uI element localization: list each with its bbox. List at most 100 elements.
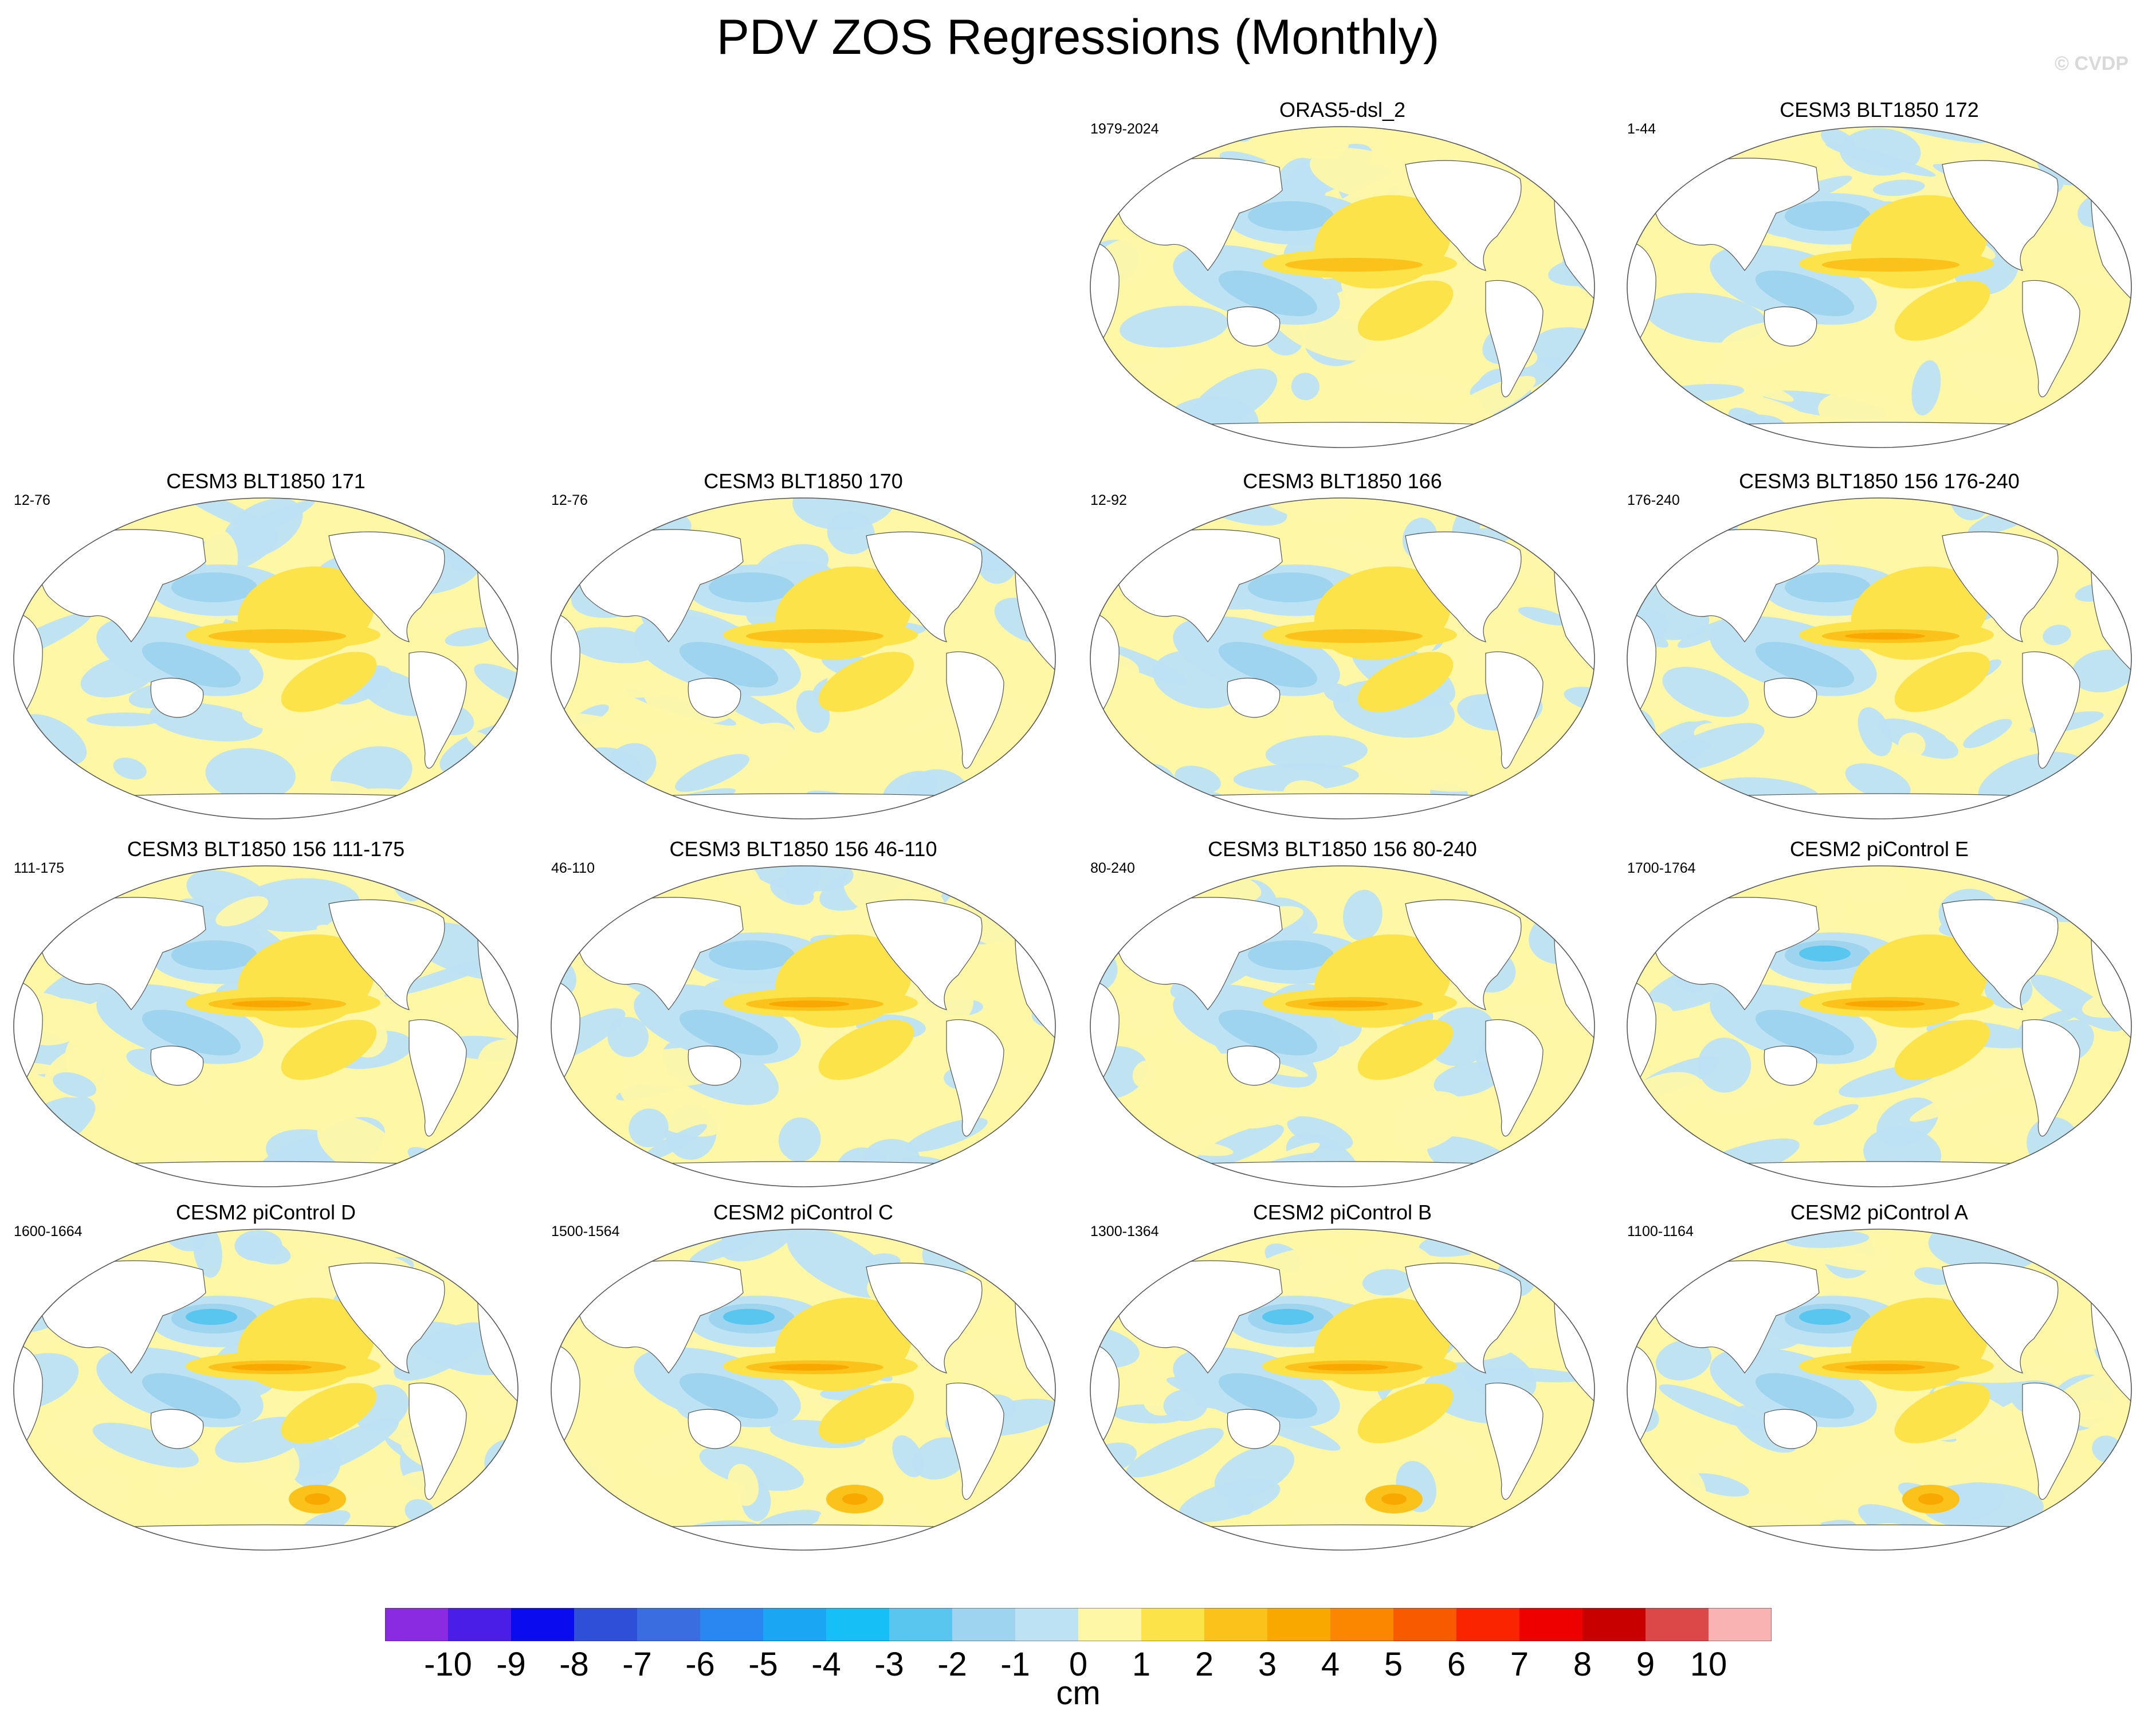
land-mass (1485, 280, 1544, 398)
land-mass (576, 529, 744, 642)
map-panel: CESM2 piControl A 1100-1164 (1621, 1200, 2137, 1555)
land-mass (1942, 1262, 2059, 1374)
colorbar-swatch (385, 1608, 449, 1641)
map-border (1090, 865, 1595, 1187)
colorbar-swatch (700, 1608, 764, 1641)
colorbar-swatch (1646, 1608, 1709, 1641)
land-mass (1764, 1045, 1817, 1086)
panel-title: CESM3 BLT1850 156 80-240 (1208, 837, 1477, 861)
land-mass (551, 1524, 1055, 1550)
page-title: PDV ZOS Regressions (Monthly) (716, 10, 1440, 65)
land-mass (1090, 793, 1595, 819)
watermark: © CVDP (2055, 53, 2128, 74)
colorbar-swatch (1582, 1608, 1646, 1641)
land-mass (1764, 306, 1817, 347)
colorbar-swatch (1078, 1608, 1142, 1641)
robinson-map (1090, 865, 1595, 1187)
map-panel: CESM2 piControl D 1600-1664 (8, 1200, 524, 1555)
robinson-map (551, 497, 1056, 819)
land-mass (1116, 897, 1283, 1010)
robinson-map (1627, 865, 2132, 1187)
land-mass (150, 1409, 204, 1449)
panel-years: 80-240 (1090, 860, 1135, 876)
map-panel: CESM2 piControl B 1300-1364 (1085, 1200, 1600, 1555)
land-mass (946, 1019, 1004, 1137)
colorbar-swatch (1393, 1608, 1457, 1641)
map-panel: CESM3 BLT1850 156 176-240 176-240 (1621, 469, 2137, 824)
colorbar-tick-label: -2 (937, 1646, 967, 1683)
panel-title: CESM3 BLT1850 170 (704, 469, 903, 493)
panel-years: 1600-1664 (14, 1223, 83, 1239)
land-mass (1627, 422, 2131, 448)
colorbar-swatch (637, 1608, 701, 1641)
land-mass (2022, 1019, 2080, 1137)
land-mass (1227, 677, 1281, 718)
map-panel: CESM3 BLT1850 172 1-44 (1621, 97, 2137, 453)
land-mass (1627, 1161, 2131, 1187)
colorbar-tick-label: -9 (496, 1646, 526, 1683)
land-mass (1090, 1524, 1595, 1550)
land-mass (409, 1019, 467, 1137)
land-mass (14, 793, 518, 819)
map-border (1090, 497, 1595, 819)
colorbar-swatch (1519, 1608, 1583, 1641)
colorbar-swatch (763, 1608, 827, 1641)
land-mass (866, 531, 983, 642)
panel-years: 12-76 (551, 492, 588, 508)
land-mass (866, 1262, 983, 1374)
panel-title: CESM3 BLT1850 156 111-175 (127, 837, 405, 861)
colorbar-tick-label: 8 (1573, 1646, 1592, 1683)
map-border (1627, 865, 2132, 1187)
land-mass (688, 1045, 741, 1086)
robinson-map (1627, 497, 2132, 819)
colorbar-tick-label: -10 (424, 1646, 472, 1683)
land-mass (576, 1260, 744, 1374)
colorbar-swatch (826, 1608, 890, 1641)
colorbar-tick-label: -5 (748, 1646, 778, 1683)
panel-years: 176-240 (1627, 492, 1680, 508)
colorbar-tick-label: 6 (1447, 1646, 1466, 1683)
colorbar-swatch (1709, 1608, 1772, 1641)
panel-years: 1100-1164 (1627, 1223, 1694, 1239)
map-panel: CESM3 BLT1850 156 46-110 46-110 (545, 837, 1061, 1192)
colorbar-swatch (1456, 1608, 1520, 1641)
map-panel: ORAS5-dsl_2 1979-2024 (1085, 97, 1600, 453)
land-mass (39, 897, 206, 1010)
panel-years: 111-175 (14, 860, 65, 876)
map-border (1090, 126, 1595, 448)
panel-years: 1300-1364 (1090, 1223, 1159, 1239)
land-mass (1627, 793, 2131, 819)
colorbar-swatch (1015, 1608, 1079, 1641)
colorbar-tick-label: -4 (811, 1646, 841, 1683)
colorbar-tick-label: 10 (1690, 1646, 1727, 1683)
robinson-map (1090, 126, 1595, 448)
land-mass (150, 677, 204, 718)
land-mass (39, 1260, 206, 1374)
panel-years: 1700-1764 (1627, 860, 1696, 876)
map-panel: CESM3 BLT1850 170 12-76 (545, 469, 1061, 824)
robinson-map (1090, 497, 1595, 819)
land-mass (551, 793, 1055, 819)
map-panel: CESM2 piControl C 1500-1564 (545, 1200, 1061, 1555)
panel-years: 1-44 (1627, 121, 1656, 137)
map-border (1627, 497, 2132, 819)
colorbar-tick-label: 2 (1195, 1646, 1214, 1683)
land-mass (576, 897, 744, 1010)
colorbar-swatch (889, 1608, 953, 1641)
land-mass (1090, 422, 1595, 448)
panel-years: 1500-1564 (551, 1223, 620, 1239)
land-mass (1942, 160, 2059, 271)
robinson-map (13, 497, 519, 819)
land-mass (328, 531, 445, 642)
land-mass (1227, 1045, 1281, 1086)
panel-years: 12-92 (1090, 492, 1127, 508)
map-border (551, 865, 1056, 1187)
land-mass (866, 899, 983, 1010)
colorbar-tick-label: 5 (1384, 1646, 1403, 1683)
land-mass (2022, 1382, 2080, 1500)
land-mass (946, 1382, 1004, 1500)
colorbar-swatch (448, 1608, 512, 1641)
land-mass (1652, 897, 1820, 1010)
map-border (13, 1229, 519, 1551)
robinson-map (1627, 126, 2132, 448)
